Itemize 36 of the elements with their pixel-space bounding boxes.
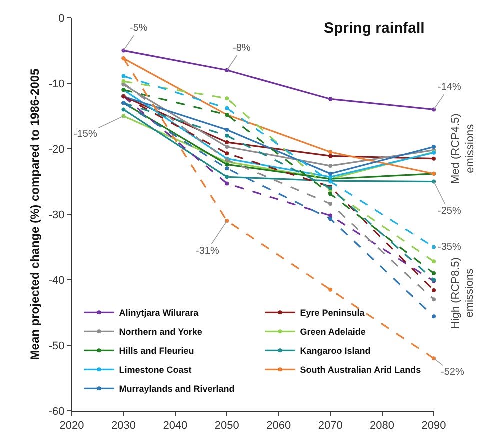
y-tick-label: -30 [48,209,65,222]
y-tick-label: -50 [48,340,65,352]
y-tick-label: -10 [48,78,65,90]
text: Med (RCP4.5) emissions [450,114,476,184]
annotation: -52% [441,367,464,378]
annotation: -31% [196,246,220,257]
annotation: -8% [233,43,251,54]
legend-label: Kangaroo Island [300,346,371,356]
x-tick-label: 2060 [266,420,292,432]
x-tick-label: 2030 [111,420,136,432]
x-tick-label: 2080 [370,420,395,432]
annotation: -14% [438,82,462,93]
x-tick-label: 2050 [214,420,240,432]
x-tick-label: 2020 [60,420,84,432]
legend-label: Limestone Coast [119,365,192,376]
legend-label: Murraylands and Riverland [119,384,235,394]
x-tick-label: 2090 [422,420,446,432]
y-tick-label: -60 [48,406,65,418]
legend-label: Green Adelaide [300,327,366,338]
x-tick-label: 2070 [318,420,343,432]
y-tick-label: -40 [48,274,65,287]
y-axis-title: Mean projected change (%) compared to 1986-2005 [28,68,42,360]
legend-label: Northern and Yorke [119,327,202,338]
y-tick-label: -20 [48,144,65,156]
legend-label: Eyre Peninsula [300,308,366,318]
legend-label: Alinytjara Wilurara [119,308,200,318]
annotation: -15% [74,129,98,140]
legend-label: South Australian Arid Lands [300,365,422,376]
annotation: -25% [438,206,462,217]
y-tick-label: 0 [58,12,65,25]
annotation: -5% [130,23,148,34]
chart-title: Spring rainfall [324,20,425,37]
annotation: -35% [438,242,462,253]
text: High (RCP8.5) emissions [450,258,476,330]
x-tick-label: 2040 [163,420,188,432]
legend-label: Hills and Fleurieu [119,346,194,356]
